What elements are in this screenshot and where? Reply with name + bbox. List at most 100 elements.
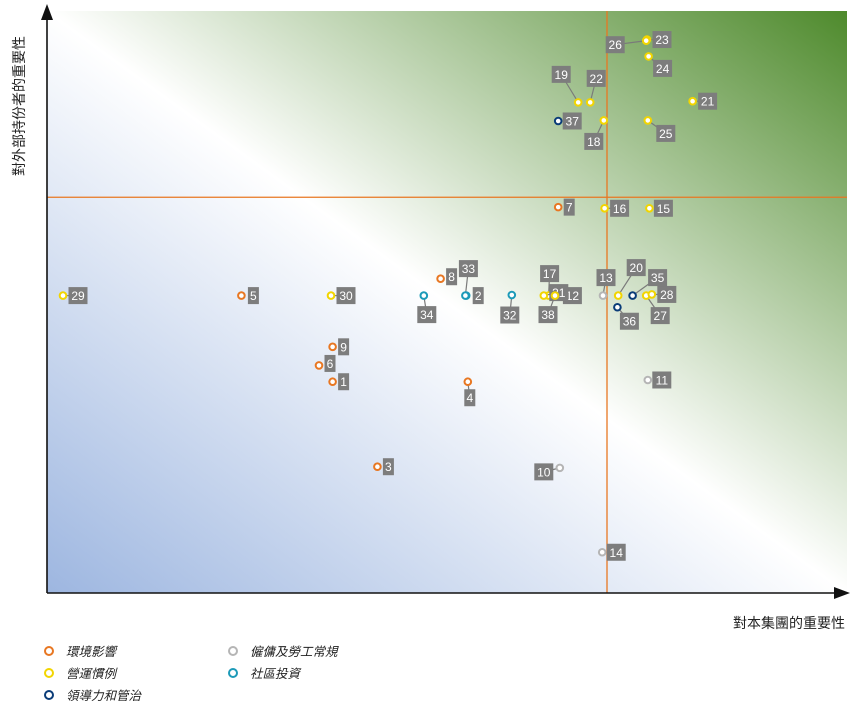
- legend-item-env: 環境影響: [44, 641, 116, 660]
- point-marker-22: [585, 98, 595, 107]
- point-marker-13: [598, 291, 608, 300]
- points-layer: 1234567891011121314151617181920212223242…: [58, 31, 718, 561]
- point-marker-1: [328, 377, 337, 387]
- legend-marker-ops: [44, 667, 54, 678]
- point-marker-28: [647, 290, 657, 299]
- point-label-bg-14: [606, 543, 626, 561]
- point-label-21: 21: [701, 95, 715, 109]
- point-label-bg-2: [472, 287, 484, 305]
- point-label-bg-37: [562, 112, 582, 130]
- point-label-22: 22: [590, 72, 604, 86]
- y-axis-arrow: [41, 4, 53, 20]
- point-label-bg-18: [584, 132, 604, 150]
- point-label-1: 1: [340, 375, 347, 389]
- point-label-36: 36: [623, 315, 637, 329]
- point-label-19: 19: [555, 68, 569, 82]
- point-marker-30: [326, 291, 336, 300]
- point-label-bg-8: [446, 268, 458, 286]
- point-label-38: 38: [541, 308, 555, 322]
- legend-item-emp: 僱傭及勞工常規: [228, 641, 338, 660]
- point-label-bg-30: [336, 287, 356, 305]
- point-marker-33: [461, 291, 470, 300]
- point-marker-31: [539, 291, 549, 300]
- legend-marker-com: [228, 667, 238, 678]
- point-label-23: 23: [655, 33, 669, 47]
- point-marker-3: [373, 462, 382, 472]
- legend-label-com: 社區投資: [250, 666, 301, 681]
- point-label-26: 26: [609, 38, 623, 52]
- legend-label-ops: 營運慣例: [66, 666, 117, 681]
- point-label-bg-3: [382, 458, 394, 476]
- point-label-bg-36: [619, 312, 639, 330]
- legend-item-com: 社區投資: [228, 663, 300, 682]
- point-label-bg-35: [648, 269, 668, 287]
- point-label-bg-23: [652, 31, 672, 49]
- point-marker-6: [314, 361, 324, 370]
- point-label-34: 34: [420, 308, 434, 322]
- point-label-bg-29: [68, 287, 88, 305]
- point-label-bg-21: [698, 92, 718, 110]
- point-label-6: 6: [327, 357, 334, 371]
- legend-marker-lead: [44, 689, 54, 700]
- point-label-bg-6: [324, 354, 336, 372]
- point-label-bg-25: [656, 124, 676, 142]
- point-label-29: 29: [71, 289, 85, 303]
- point-label-bg-4: [464, 389, 476, 407]
- point-label-17: 17: [543, 267, 557, 281]
- axes: [41, 4, 850, 599]
- point-marker-25: [643, 116, 653, 125]
- point-label-10: 10: [537, 465, 551, 479]
- point-label-bg-13: [596, 269, 616, 287]
- legend-label-emp: 僱傭及勞工常規: [250, 644, 338, 659]
- plot-background: [47, 11, 847, 593]
- point-marker-26: [641, 36, 651, 45]
- point-label-3: 3: [385, 460, 392, 474]
- point-label-25: 25: [659, 127, 673, 141]
- point-label-2: 2: [475, 289, 482, 303]
- point-label-27: 27: [654, 309, 668, 323]
- point-label-bg-33: [458, 260, 478, 278]
- point-marker-10: [555, 463, 565, 473]
- point-label-37: 37: [566, 114, 580, 128]
- point-label-24: 24: [656, 62, 670, 76]
- point-marker-32: [507, 290, 517, 300]
- legend-marker-emp: [228, 645, 238, 656]
- point-marker-19: [573, 98, 583, 107]
- point-label-bg-34: [417, 306, 437, 324]
- point-marker-18: [599, 116, 609, 125]
- point-label-13: 13: [599, 271, 613, 285]
- point-label-12: 12: [566, 289, 580, 303]
- point-label-7: 7: [566, 201, 573, 215]
- point-label-bg-11: [652, 371, 672, 389]
- point-label-35: 35: [651, 271, 665, 285]
- point-label-bg-32: [500, 306, 520, 324]
- point-label-bg-24: [653, 59, 673, 77]
- point-marker-9: [328, 342, 337, 352]
- point-marker-7: [553, 202, 563, 212]
- point-label-8: 8: [448, 270, 455, 284]
- point-label-4: 4: [466, 391, 473, 405]
- point-marker-24: [644, 52, 653, 61]
- point-marker-35: [628, 291, 637, 300]
- x-axis-title: 對本集團的重要性: [733, 615, 845, 632]
- point-label-bg-9: [338, 338, 350, 356]
- point-marker-15: [645, 203, 654, 213]
- point-label-bg-38: [538, 306, 558, 324]
- point-label-bg-10: [534, 463, 554, 481]
- legend-label-lead: 領導力和管治: [66, 688, 142, 703]
- point-marker-8: [436, 274, 445, 284]
- legend-label-env: 環境影響: [66, 644, 117, 659]
- point-label-bg-28: [657, 285, 677, 303]
- point-marker-20: [613, 291, 623, 300]
- point-label-bg-27: [650, 307, 670, 325]
- point-label-30: 30: [339, 289, 353, 303]
- point-marker-14: [597, 547, 607, 557]
- point-label-bg-19: [551, 65, 571, 83]
- point-marker-36: [613, 302, 622, 312]
- point-marker-16: [600, 203, 609, 213]
- point-label-16: 16: [613, 202, 627, 216]
- point-marker-34: [419, 291, 429, 300]
- point-label-bg-20: [626, 259, 646, 277]
- point-label-32: 32: [503, 309, 517, 323]
